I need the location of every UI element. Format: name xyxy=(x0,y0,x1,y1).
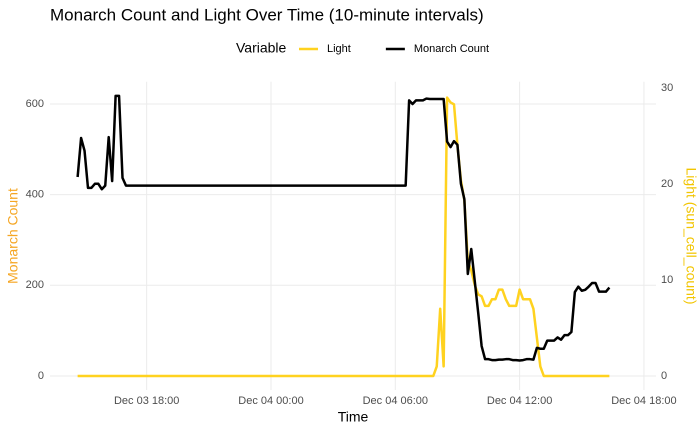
data-line xyxy=(77,96,610,378)
y-tick-label: 200 xyxy=(26,279,44,291)
y2-axis-title: Light (sun_cell_count) xyxy=(683,168,699,305)
grid xyxy=(50,81,656,390)
x-tick-label: Dec 04 18:00 xyxy=(611,395,676,407)
y-tick-label: 0 xyxy=(38,370,44,382)
legend-label: Monarch Count xyxy=(414,43,489,55)
x-tick-label: Dec 04 06:00 xyxy=(363,395,428,407)
y-tick-label: 600 xyxy=(26,98,44,110)
y-axis-title: Monarch Count xyxy=(5,188,21,284)
legend-label: Light xyxy=(327,43,351,55)
x-tick-label: Dec 04 12:00 xyxy=(487,395,552,407)
x-tick-label: Dec 03 18:00 xyxy=(114,395,179,407)
x-axis-title: Time xyxy=(338,409,369,425)
y-tick-label: 400 xyxy=(26,189,44,201)
y2-tick-label: 30 xyxy=(661,82,673,94)
legend-title: Variable xyxy=(236,40,287,56)
y2-tick-label: 10 xyxy=(661,274,673,286)
y2-tick-label: 0 xyxy=(661,370,667,382)
x-tick-label: Dec 04 00:00 xyxy=(238,395,303,407)
y2-tick-label: 20 xyxy=(661,178,673,190)
data-line xyxy=(76,94,611,362)
chart-title: Monarch Count and Light Over Time (10-mi… xyxy=(50,5,484,24)
